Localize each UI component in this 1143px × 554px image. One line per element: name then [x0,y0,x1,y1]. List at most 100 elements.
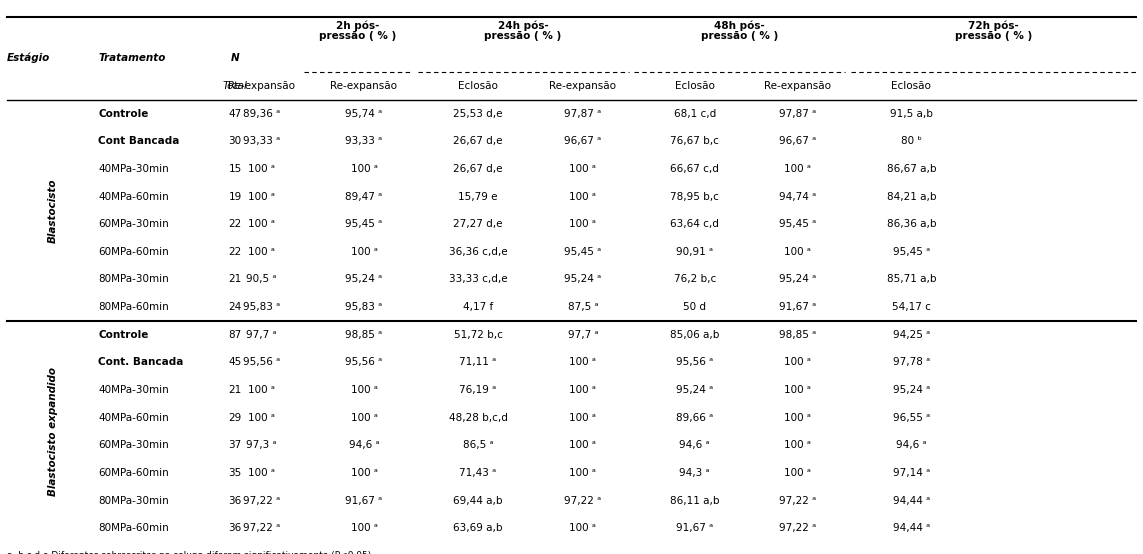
Text: 87,5 ᵃ: 87,5 ᵃ [568,302,598,312]
Text: Cont Bancada: Cont Bancada [98,136,179,146]
Text: 94,6 ᵃ: 94,6 ᵃ [349,440,379,450]
Text: 95,24 ᵃ: 95,24 ᵃ [565,274,601,285]
Text: pressão ( % ): pressão ( % ) [319,30,397,40]
Text: 97,22 ᵃ: 97,22 ᵃ [242,524,280,534]
Text: Tratamento: Tratamento [98,53,166,63]
Text: 87: 87 [229,330,242,340]
Text: 51,72 b,c: 51,72 b,c [454,330,503,340]
Text: pressão ( % ): pressão ( % ) [485,30,561,40]
Text: 93,33 ᵃ: 93,33 ᵃ [242,136,280,146]
Text: 96,67 ᵃ: 96,67 ᵃ [778,136,816,146]
Text: 94,44 ᵃ: 94,44 ᵃ [893,496,930,506]
Text: 97,22 ᵃ: 97,22 ᵃ [778,496,816,506]
Text: Estágio: Estágio [7,53,50,64]
Text: 95,45 ᵃ: 95,45 ᵃ [893,247,930,257]
Text: Blastocisto: Blastocisto [48,178,57,243]
Text: N: N [231,53,239,63]
Text: 95,56 ᵃ: 95,56 ᵃ [676,357,713,367]
Text: 100 ᵃ: 100 ᵃ [784,247,810,257]
Text: 22: 22 [229,219,242,229]
Text: 100 ᵃ: 100 ᵃ [569,192,597,202]
Text: 95,24 ᵃ: 95,24 ᵃ [345,274,383,285]
Text: 89,36 ᵃ: 89,36 ᵃ [242,109,280,119]
Text: Total: Total [223,81,248,91]
Text: 100 ᵃ: 100 ᵃ [569,440,597,450]
Text: 29: 29 [229,413,242,423]
Text: 84,21 a,b: 84,21 a,b [887,192,936,202]
Text: 48h pós-: 48h pós- [714,20,765,30]
Text: 100 ᵃ: 100 ᵃ [248,385,274,395]
Text: 15,79 e: 15,79 e [458,192,497,202]
Text: 40MPa-60min: 40MPa-60min [98,192,169,202]
Text: 72h pós-: 72h pós- [968,20,1018,30]
Text: 97,3 ᵃ: 97,3 ᵃ [246,440,277,450]
Text: 97,87 ᵃ: 97,87 ᵃ [778,109,816,119]
Text: 60MPa-60min: 60MPa-60min [98,468,169,478]
Text: 40MPa-60min: 40MPa-60min [98,413,169,423]
Text: 21: 21 [229,274,242,285]
Text: 100 ᵃ: 100 ᵃ [784,385,810,395]
Text: 30: 30 [229,136,241,146]
Text: 97,22 ᵃ: 97,22 ᵃ [565,496,601,506]
Text: 95,56 ᵃ: 95,56 ᵃ [345,357,383,367]
Text: 78,95 b,c: 78,95 b,c [670,192,719,202]
Text: 63,64 c,d: 63,64 c,d [670,219,719,229]
Text: 97,78 ᵃ: 97,78 ᵃ [893,357,930,367]
Text: 76,2 b,c: 76,2 b,c [673,274,716,285]
Text: Re-expansão: Re-expansão [764,81,831,91]
Text: 60MPa-30min: 60MPa-30min [98,219,169,229]
Text: 76,67 b,c: 76,67 b,c [670,136,719,146]
Text: 91,5 a,b: 91,5 a,b [890,109,933,119]
Text: 100 ᵃ: 100 ᵃ [569,219,597,229]
Text: 100 ᵃ: 100 ᵃ [351,524,377,534]
Text: 95,56 ᵃ: 95,56 ᵃ [242,357,280,367]
Text: Controle: Controle [98,330,149,340]
Text: 100 ᵃ: 100 ᵃ [569,357,597,367]
Text: 94,44 ᵃ: 94,44 ᵃ [893,524,930,534]
Text: 100 ᵃ: 100 ᵃ [784,164,810,174]
Text: 85,71 a,b: 85,71 a,b [887,274,936,285]
Text: 60MPa-30min: 60MPa-30min [98,440,169,450]
Text: 86,5 ᵃ: 86,5 ᵃ [463,440,494,450]
Text: 95,45 ᵃ: 95,45 ᵃ [345,219,383,229]
Text: 45: 45 [229,357,242,367]
Text: 80MPa-60min: 80MPa-60min [98,524,169,534]
Text: Eclosão: Eclosão [674,81,714,91]
Text: 40MPa-30min: 40MPa-30min [98,385,169,395]
Text: 100 ᵃ: 100 ᵃ [248,164,274,174]
Text: 100 ᵃ: 100 ᵃ [784,440,810,450]
Text: 2h pós-: 2h pós- [336,20,379,30]
Text: 100 ᵃ: 100 ᵃ [351,468,377,478]
Text: 91,67 ᵃ: 91,67 ᵃ [676,524,713,534]
Text: 94,6 ᵃ: 94,6 ᵃ [679,440,710,450]
Text: 76,19 ᵃ: 76,19 ᵃ [459,385,496,395]
Text: 100 ᵃ: 100 ᵃ [784,413,810,423]
Text: 91,67 ᵃ: 91,67 ᵃ [345,496,383,506]
Text: 100 ᵃ: 100 ᵃ [248,192,274,202]
Text: 90,5 ᵃ: 90,5 ᵃ [246,274,277,285]
Text: 91,67 ᵃ: 91,67 ᵃ [778,302,816,312]
Text: 50 d: 50 d [684,302,706,312]
Text: 54,17 c: 54,17 c [892,302,930,312]
Text: 71,43 ᵃ: 71,43 ᵃ [459,468,496,478]
Text: 27,27 d,e: 27,27 d,e [454,219,503,229]
Text: 26,67 d,e: 26,67 d,e [454,136,503,146]
Text: 100 ᵃ: 100 ᵃ [784,357,810,367]
Text: 40MPa-30min: 40MPa-30min [98,164,169,174]
Text: 21: 21 [229,385,242,395]
Text: pressão ( % ): pressão ( % ) [701,30,778,40]
Text: 100 ᵃ: 100 ᵃ [248,247,274,257]
Text: 24h pós-: 24h pós- [497,20,549,30]
Text: 89,47 ᵃ: 89,47 ᵃ [345,192,383,202]
Text: 25,53 d,e: 25,53 d,e [454,109,503,119]
Text: 19: 19 [229,192,242,202]
Text: 100 ᵃ: 100 ᵃ [569,413,597,423]
Text: 100 ᵃ: 100 ᵃ [351,385,377,395]
Text: 37: 37 [229,440,242,450]
Text: 96,67 ᵃ: 96,67 ᵃ [565,136,601,146]
Text: Cont. Bancada: Cont. Bancada [98,357,184,367]
Text: 63,69 a,b: 63,69 a,b [454,524,503,534]
Text: 94,3 ᵃ: 94,3 ᵃ [679,468,710,478]
Text: 33,33 c,d,e: 33,33 c,d,e [449,274,507,285]
Text: 95,83 ᵃ: 95,83 ᵃ [242,302,280,312]
